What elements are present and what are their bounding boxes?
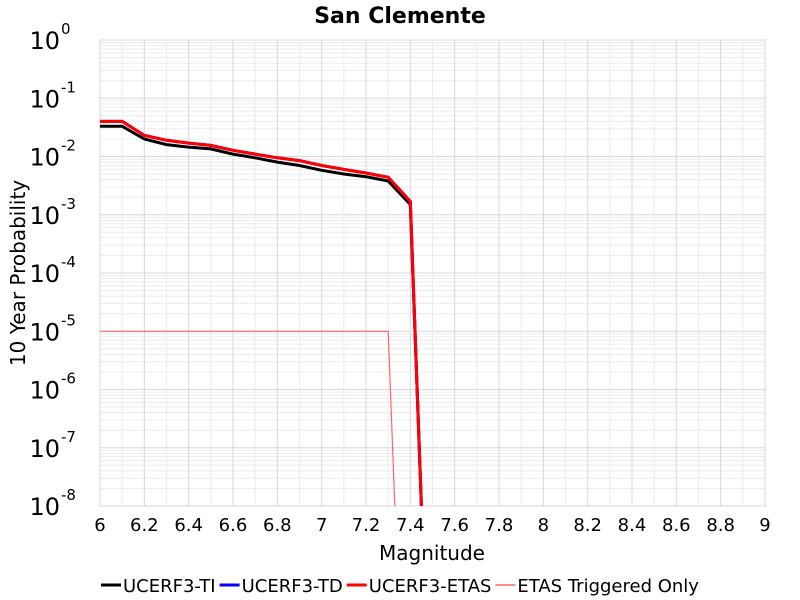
x-tick-label: 8.4 — [618, 515, 647, 536]
x-tick-label: 9 — [759, 515, 770, 536]
y-tick-exponent: -2 — [61, 137, 76, 155]
x-tick-label: 7.2 — [352, 515, 381, 536]
y-tick-exponent: -8 — [61, 486, 76, 504]
y-tick-exponent: -3 — [61, 195, 76, 213]
x-tick-label: 7.4 — [396, 515, 425, 536]
x-tick-label: 6 — [94, 515, 105, 536]
series-line-etas-triggered-only — [100, 330, 396, 507]
series-layer — [100, 119, 423, 507]
legend: UCERF3-TI UCERF3-TD UCERF3-ETAS ETAS Trigge… — [101, 576, 699, 597]
x-tick-label: 8.8 — [706, 515, 735, 536]
x-tick-label: 8.6 — [662, 515, 691, 536]
grid-lines — [99, 39, 766, 507]
x-tick-label: 6.2 — [130, 515, 159, 536]
chart-title: San Clemente — [314, 4, 486, 29]
x-tick-label: 7.8 — [485, 515, 514, 536]
series-line-ucerf3-etas — [100, 119, 423, 507]
x-tick-label: 8 — [538, 515, 549, 536]
x-axis-label: Magnitude — [379, 541, 485, 565]
series-line-ucerf3-ti — [100, 124, 423, 507]
legend-item-etas-triggered-only: ETAS Triggered Only — [495, 576, 699, 597]
y-tick-exponent: -5 — [61, 311, 76, 329]
x-tick-label: 7 — [316, 515, 327, 536]
y-tick-label: 10 — [29, 27, 60, 55]
y-tick-label: 10 — [29, 493, 60, 521]
y-tick-label: 10 — [29, 260, 60, 288]
y-tick-exponent: -1 — [61, 78, 76, 96]
legend-label: UCERF3-TD — [242, 576, 343, 597]
y-tick-label: 10 — [29, 85, 60, 113]
y-tick-exponent: -6 — [61, 370, 76, 388]
y-tick-label: 10 — [29, 144, 60, 172]
x-tick-labels: 6 6.2 6.4 6.6 6.8 7 7.2 7.4 7.6 7.8 8 8.2 8.4 8.6 8.8 9 — [94, 515, 770, 536]
y-tick-label: 10 — [29, 202, 60, 230]
y-tick-exponent: -7 — [61, 428, 76, 446]
legend-label: ETAS Triggered Only — [517, 576, 699, 597]
y-tick-exponent: 0 — [61, 20, 71, 38]
legend-item-ucerf3-td: UCERF3-TD — [219, 576, 343, 597]
x-tick-label: 6.6 — [219, 515, 248, 536]
x-tick-label: 8.2 — [573, 515, 602, 536]
y-tick-label: 10 — [29, 435, 60, 463]
y-tick-label: 10 — [29, 377, 60, 405]
legend-label: UCERF3-TI — [123, 576, 216, 597]
legend-label: UCERF3-ETAS — [369, 576, 492, 597]
x-tick-label: 6.4 — [174, 515, 203, 536]
legend-item-ucerf3-ti: UCERF3-TI — [101, 576, 216, 597]
y-axis-label: 10 Year Probability — [6, 180, 30, 366]
y-tick-label: 10 — [29, 318, 60, 346]
x-tick-label: 7.6 — [440, 515, 469, 536]
x-tick-label: 6.8 — [263, 515, 292, 536]
y-tick-exponent: -4 — [61, 253, 76, 271]
legend-item-ucerf3-etas: UCERF3-ETAS — [346, 576, 492, 597]
